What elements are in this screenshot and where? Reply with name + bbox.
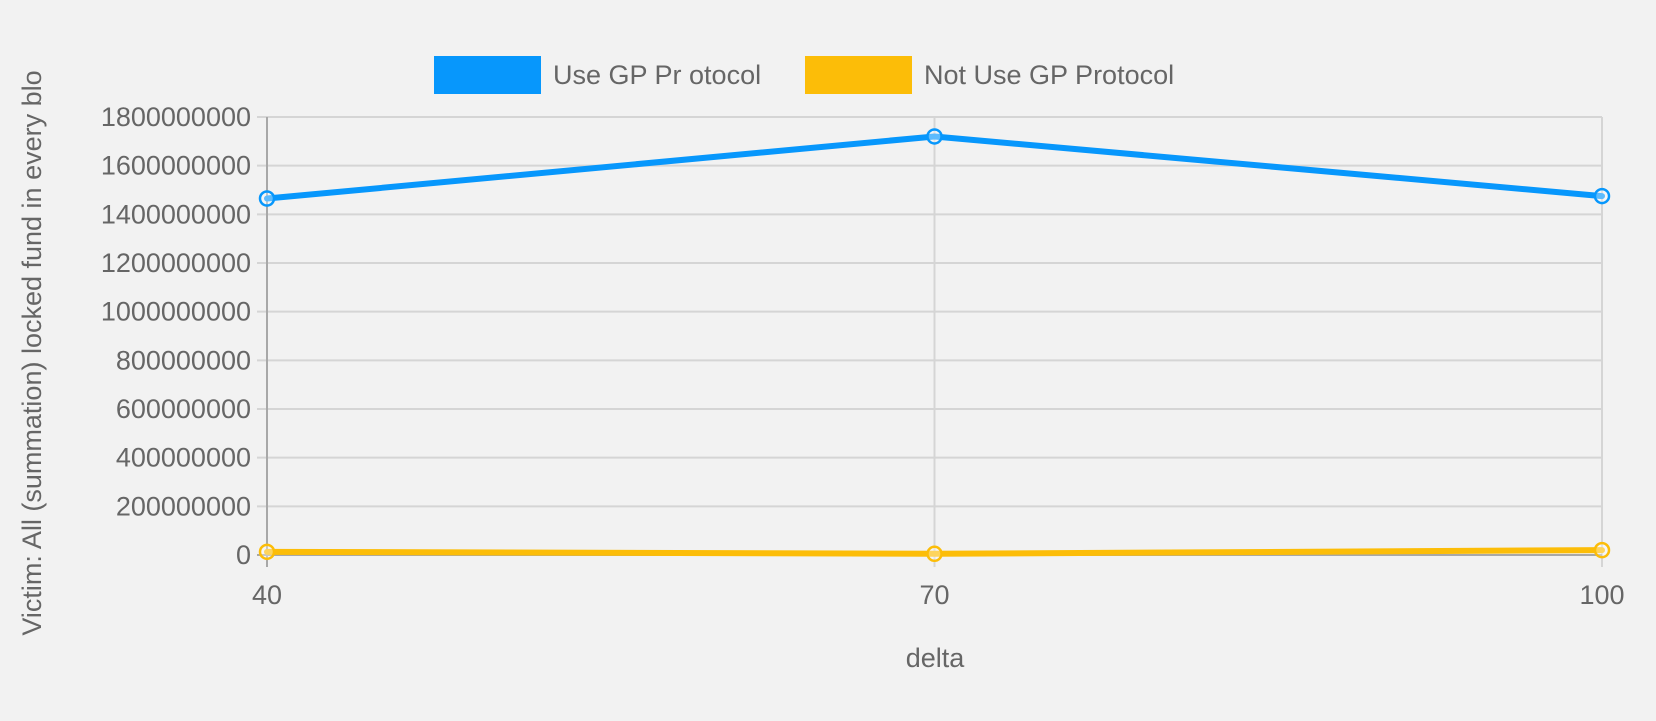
- data-point[interactable]: [926, 128, 943, 145]
- legend-label[interactable]: Use GP Pr otocol: [553, 60, 761, 90]
- x-axis-title: delta: [906, 643, 966, 673]
- x-tick-label: 100: [1579, 580, 1624, 610]
- data-point[interactable]: [258, 543, 276, 561]
- data-point[interactable]: [258, 190, 276, 207]
- series-layer: [258, 128, 1611, 563]
- y-tick-label: 400000000: [116, 443, 251, 473]
- y-tick-label: 0: [236, 540, 251, 570]
- axis-layer: 0 200000000 400000000 600000000 800000000 100…: [101, 102, 1625, 610]
- data-point[interactable]: [926, 545, 943, 563]
- y-tick-label: 1400000000: [101, 199, 251, 229]
- legend-swatch[interactable]: [434, 56, 541, 94]
- data-point[interactable]: [1593, 541, 1611, 559]
- y-tick-label: 1800000000: [101, 102, 251, 132]
- x-tick-label: 40: [252, 580, 282, 610]
- legend: Use GP Pr otocol Not Use GP Protocol: [434, 56, 1174, 94]
- y-tick-label: 200000000: [116, 491, 251, 521]
- y-tick-label: 600000000: [116, 394, 251, 424]
- y-tick-label: 1200000000: [101, 248, 251, 278]
- y-tick-label: 1600000000: [101, 151, 251, 181]
- legend-swatch[interactable]: [805, 56, 912, 94]
- data-point[interactable]: [1593, 187, 1611, 205]
- grid-layer: [257, 116, 1603, 567]
- y-tick-label: 800000000: [116, 345, 251, 375]
- y-axis-title: Victim: All (summation) locked fund in e…: [17, 70, 47, 635]
- legend-label[interactable]: Not Use GP Protocol: [924, 60, 1174, 90]
- y-tick-label: 1000000000: [101, 297, 251, 327]
- x-tick-label: 70: [919, 580, 949, 610]
- series-line-1: [264, 133, 1605, 202]
- series-line-2: [264, 547, 1605, 557]
